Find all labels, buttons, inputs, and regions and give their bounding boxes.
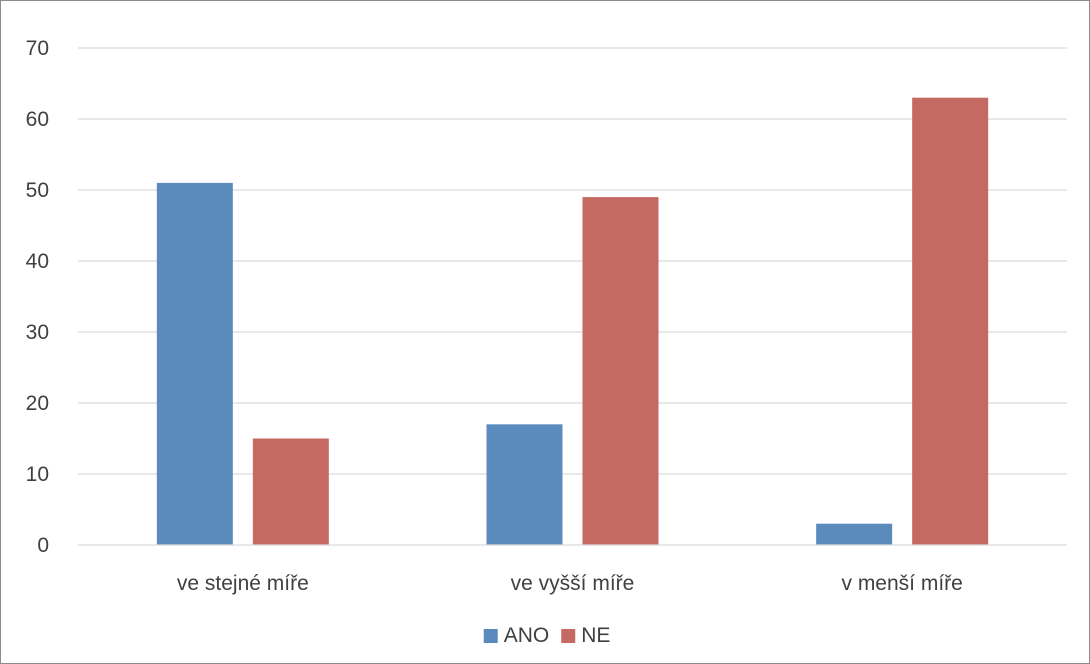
x-category-label: ve vyšší míře xyxy=(511,572,635,595)
y-tick-label: 70 xyxy=(26,37,49,60)
legend: ANO NE xyxy=(483,624,610,647)
bar-ano-1 xyxy=(486,424,563,545)
legend-swatch-ne xyxy=(561,629,576,643)
legend-label-ano: ANO xyxy=(504,624,550,647)
y-tick-label: 10 xyxy=(26,463,49,486)
bar-ano-2 xyxy=(816,523,893,545)
bar-ne-0 xyxy=(252,438,329,545)
bar-ano-0 xyxy=(156,182,233,545)
bars xyxy=(156,97,989,545)
x-axis-category-labels: ve stejné míře ve vyšší míře v menší míře xyxy=(177,572,963,595)
y-tick-label: 20 xyxy=(26,392,49,415)
bar-ne-2 xyxy=(912,97,989,545)
legend-swatch-ano xyxy=(483,629,498,643)
bar-ne-1 xyxy=(582,197,659,545)
y-tick-label: 60 xyxy=(26,108,49,131)
y-tick-label: 40 xyxy=(26,250,49,273)
legend-label-ne: NE xyxy=(581,624,610,647)
y-tick-label: 50 xyxy=(26,179,49,202)
y-axis-tick-labels: 0 10 20 30 40 50 60 70 xyxy=(26,37,49,557)
x-category-label: ve stejné míře xyxy=(177,572,309,595)
y-tick-label: 0 xyxy=(37,534,49,557)
y-tick-label: 30 xyxy=(26,321,49,344)
x-category-label: v menší míře xyxy=(841,572,962,595)
gridlines xyxy=(78,47,1067,475)
